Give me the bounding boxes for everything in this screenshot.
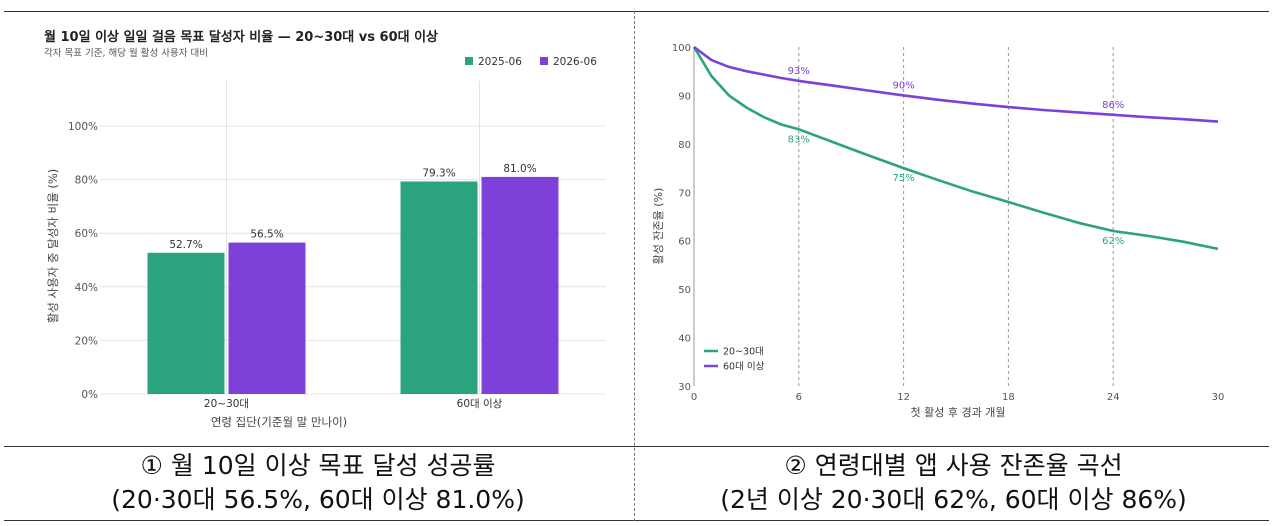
data-label: 79.3% xyxy=(422,167,455,179)
legend-label: 20~30대 xyxy=(723,347,764,358)
legend-label: 2026-06 xyxy=(553,56,597,68)
legend-swatch xyxy=(465,57,473,65)
caption-line-2: (20·30대 56.5%, 60대 이상 81.0%) xyxy=(111,485,525,514)
legend-label: 2025-06 xyxy=(478,56,522,68)
data-label: 81.0% xyxy=(503,163,536,175)
top-rule xyxy=(4,11,1269,12)
right-caption: ② 연령대별 앱 사용 잔존율 곡선 (2년 이상 20·30대 62%, 60… xyxy=(638,449,1269,517)
right-panel: 0 6 12 18 24 30 30 40 50 60 70 80 90 100 83% 75% 62% 93%… xyxy=(638,11,1269,441)
middle-rule xyxy=(4,446,1269,447)
series-line xyxy=(692,46,1219,251)
x-tick-label: 12 xyxy=(897,392,910,403)
chart-title: 월 10일 이상 일일 걸음 목표 달성자 비율 — 20~30대 vs 60대… xyxy=(44,29,438,45)
y-axis-label: 활성 잔존율 (%) xyxy=(651,188,665,265)
bar-chart: 월 10일 이상 일일 걸음 목표 달성자 비율 — 20~30대 vs 60대… xyxy=(44,29,606,429)
left-panel: 월 10일 이상 일일 걸음 목표 달성자 비율 — 20~30대 vs 60대… xyxy=(4,11,632,441)
x-tick-label: 30 xyxy=(1212,392,1225,403)
y-axis-label: 활성 사용자 중 달성자 비율 (%) xyxy=(46,169,60,324)
x-tick-label: 20~30대 xyxy=(204,398,249,410)
caption-line-1: ② 연령대별 앱 사용 잔존율 곡선 xyxy=(784,451,1123,480)
y-tick-label: 100% xyxy=(68,121,98,133)
y-tick-label: 80% xyxy=(75,175,98,187)
caption-line-2: (2년 이상 20·30대 62%, 60대 이상 86%) xyxy=(720,485,1187,514)
x-axis-label: 첫 활성 후 경과 개월 xyxy=(911,405,1006,419)
chart-subtitle: 각자 목표 기준, 해당 월 활성 사용자 대비 xyxy=(44,47,208,59)
series-line xyxy=(693,45,1219,123)
y-tick-label: 60% xyxy=(75,228,98,240)
bar xyxy=(400,181,478,394)
x-axis-label: 연령 집단(기준월 말 만나이) xyxy=(211,415,347,429)
x-tick-label: 6 xyxy=(796,392,802,403)
point-label: 90% xyxy=(892,80,914,91)
y-tick-label: 90 xyxy=(678,91,691,102)
x-tick-label: 0 xyxy=(691,392,697,403)
y-tick-label: 70 xyxy=(678,188,691,199)
line-chart: 0 6 12 18 24 30 30 40 50 60 70 80 90 100 83% 75% 62% 93%… xyxy=(651,43,1225,419)
panel-divider xyxy=(634,11,635,521)
y-tick-label: 50 xyxy=(678,285,691,296)
bar xyxy=(481,176,559,394)
y-tick-label: 40 xyxy=(678,334,691,345)
bar xyxy=(147,252,225,394)
bar xyxy=(228,242,306,394)
figure-frame: 월 10일 이상 일일 걸음 목표 달성자 비율 — 20~30대 vs 60대… xyxy=(4,11,1269,521)
x-tick-label: 24 xyxy=(1107,392,1120,403)
y-tick-label: 100 xyxy=(672,43,691,54)
x-tick-label: 60대 이상 xyxy=(457,398,503,410)
data-label: 52.7% xyxy=(169,239,202,251)
point-label: 83% xyxy=(788,134,810,145)
y-tick-label: 60 xyxy=(678,237,691,248)
point-label: 86% xyxy=(1102,100,1124,111)
caption-line-1: ① 월 10일 이상 목표 달성 성공률 xyxy=(140,451,496,480)
y-tick-label: 30 xyxy=(678,382,691,393)
point-label: 93% xyxy=(788,66,810,77)
point-label: 62% xyxy=(1102,236,1124,247)
point-label: 75% xyxy=(892,173,914,184)
data-label: 56.5% xyxy=(250,229,283,241)
legend-label: 60대 이상 xyxy=(723,362,765,373)
y-tick-label: 80 xyxy=(678,140,691,151)
y-tick-label: 40% xyxy=(75,282,98,294)
y-tick-label: 0% xyxy=(81,389,98,401)
x-tick-label: 18 xyxy=(1002,392,1015,403)
y-tick-label: 20% xyxy=(75,335,98,347)
left-caption: ① 월 10일 이상 목표 달성 성공률 (20·30대 56.5%, 60대 … xyxy=(4,449,632,517)
bottom-rule xyxy=(4,520,1269,521)
legend-swatch xyxy=(540,57,548,65)
